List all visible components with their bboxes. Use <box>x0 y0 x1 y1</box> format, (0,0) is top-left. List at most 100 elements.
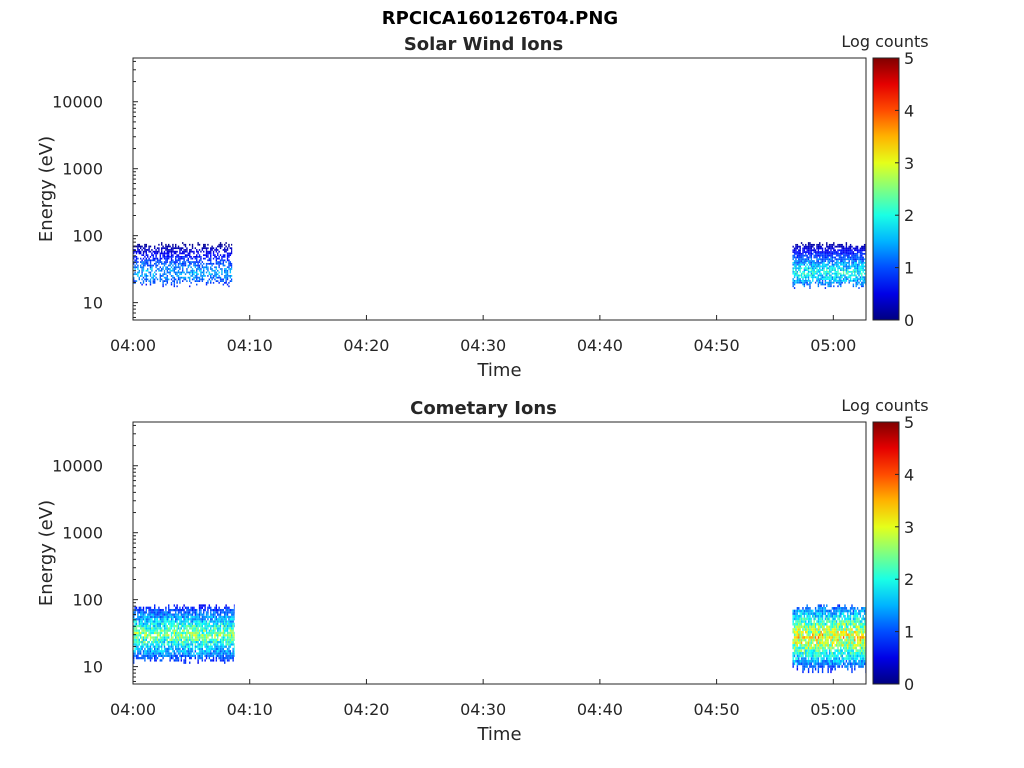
heatmap-cell <box>138 652 140 655</box>
heatmap-cell <box>854 644 856 647</box>
heatmap-cell <box>215 268 218 270</box>
heatmap-cell <box>224 627 226 630</box>
heatmap-cell <box>197 622 199 625</box>
heatmap-cell <box>820 641 822 645</box>
heatmap-cell <box>221 256 223 258</box>
heatmap-cell <box>197 243 199 246</box>
heatmap-cell <box>196 638 198 641</box>
heatmap-cell <box>186 608 188 612</box>
heatmap-cell <box>855 609 857 613</box>
heatmap-cell <box>149 268 152 270</box>
heatmap-cell <box>180 643 183 646</box>
heatmap-cell <box>175 245 177 248</box>
heatmap-cell <box>821 278 824 280</box>
heatmap-cell <box>204 615 206 619</box>
heatmap-cell <box>851 657 853 660</box>
heatmap-cell <box>159 252 162 255</box>
heatmap-cell <box>148 650 150 653</box>
heatmap-cell <box>201 652 204 655</box>
heatmap-cell <box>228 620 230 623</box>
heatmap-cell <box>182 613 184 616</box>
heatmap-cell <box>229 261 232 263</box>
heatmap-cell <box>203 652 205 655</box>
heatmap-cell <box>154 245 156 248</box>
heatmap-cell <box>198 654 201 657</box>
heatmap-cell <box>833 662 835 666</box>
heatmap-cell <box>169 264 171 267</box>
heatmap-cell <box>133 611 135 614</box>
heatmap-cell <box>819 256 821 259</box>
heatmap-cell <box>806 263 808 266</box>
heatmap-cell <box>805 617 807 621</box>
heatmap-cell <box>821 256 824 259</box>
heatmap-cell <box>814 614 817 618</box>
heatmap-cell <box>141 611 143 614</box>
heatmap-cell <box>863 247 866 250</box>
heatmap-cell <box>795 269 797 271</box>
heatmap-cell <box>231 243 233 246</box>
heatmap-cell <box>159 618 162 621</box>
heatmap-cell <box>219 622 222 625</box>
heatmap-cell <box>163 624 166 628</box>
heatmap-cell <box>796 270 799 273</box>
heatmap-cell <box>831 633 834 637</box>
heatmap-cell <box>215 262 218 265</box>
heatmap-cell <box>154 250 156 253</box>
heatmap-cell <box>796 654 799 658</box>
heatmap-cell <box>821 667 824 671</box>
heatmap-cell <box>859 267 862 270</box>
heatmap-cell <box>182 629 184 632</box>
heatmap-cell <box>805 636 807 639</box>
heatmap-cell <box>193 273 195 276</box>
heatmap-cell <box>231 634 233 637</box>
heatmap-cell <box>179 627 181 630</box>
heatmap-cell <box>840 279 842 282</box>
heatmap-cell <box>856 617 859 621</box>
heatmap-cell <box>855 625 857 629</box>
heatmap-cell <box>840 614 842 618</box>
heatmap-cell <box>180 256 183 258</box>
heatmap-cell <box>158 247 160 250</box>
heatmap-cell <box>210 268 212 270</box>
heatmap-cell <box>231 278 233 281</box>
heatmap-cell <box>833 617 835 621</box>
heatmap-cell <box>162 636 164 639</box>
heatmap-cell <box>225 618 227 621</box>
heatmap-cell <box>800 617 803 621</box>
heatmap-cell <box>145 627 148 630</box>
heatmap-cell <box>133 659 135 662</box>
heatmap-cell <box>184 631 187 635</box>
heatmap-cell <box>842 254 845 257</box>
heatmap-cell <box>799 644 801 647</box>
heatmap-cell <box>148 629 150 632</box>
heatmap-cell <box>135 256 138 258</box>
heatmap-cell <box>231 620 233 623</box>
heatmap-cell <box>834 630 836 634</box>
heatmap-cell <box>224 620 226 623</box>
heatmap-cell <box>819 242 821 244</box>
heatmap-cell <box>795 243 797 246</box>
heatmap-cell <box>179 643 181 646</box>
heatmap-cell <box>147 615 149 619</box>
heatmap-cell <box>827 633 829 637</box>
heatmap-cell <box>833 622 835 626</box>
heatmap-cell <box>155 264 157 267</box>
heatmap-cell <box>162 275 164 277</box>
heatmap-cell <box>144 647 146 651</box>
heatmap-cell <box>155 650 157 653</box>
heatmap-cell <box>177 627 180 630</box>
heatmap-cell <box>196 652 198 655</box>
heatmap-cell <box>169 629 171 632</box>
heatmap-cell <box>845 628 848 631</box>
heatmap-cell <box>212 613 215 616</box>
heatmap-cell <box>795 260 797 262</box>
heatmap-cell <box>189 650 191 653</box>
heatmap-cell <box>824 644 827 647</box>
heatmap-cell <box>803 251 806 253</box>
heatmap-cell <box>190 281 192 284</box>
heatmap-cell <box>840 283 842 286</box>
heatmap-cell <box>841 247 843 250</box>
heatmap-cell <box>222 631 225 635</box>
heatmap-cell <box>179 629 181 632</box>
heatmap-cell <box>169 262 171 265</box>
